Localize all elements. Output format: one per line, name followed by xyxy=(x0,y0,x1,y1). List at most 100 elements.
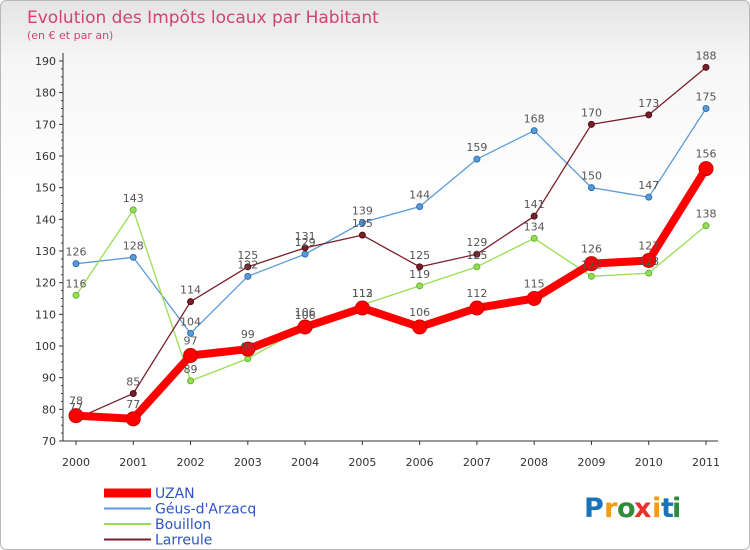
data-point xyxy=(702,105,710,112)
y-tick-label: 150 xyxy=(35,182,56,195)
y-tick-label: 170 xyxy=(35,118,56,131)
series-1 xyxy=(72,105,710,337)
x-tick-label: 2006 xyxy=(406,456,434,469)
data-label: 150 xyxy=(581,170,602,183)
data-point xyxy=(416,203,424,211)
data-label: 139 xyxy=(352,205,373,218)
chart-subtitle: (en € et par an) xyxy=(27,29,113,42)
data-label: 125 xyxy=(237,249,258,262)
data-point xyxy=(187,329,195,337)
data-label: 106 xyxy=(295,306,316,319)
y-tick-label: 110 xyxy=(35,308,56,321)
x-tick-label: 2002 xyxy=(177,456,205,469)
data-label: 123 xyxy=(638,255,659,268)
data-point xyxy=(129,253,137,261)
data-label: 159 xyxy=(466,141,487,154)
data-point xyxy=(297,319,313,335)
x-tick-label: 2011 xyxy=(692,456,720,469)
data-labels-layer: 126 128 104 122 129 139 144 159 168 150 147 175 116 1… xyxy=(66,49,717,414)
data-label: 128 xyxy=(123,239,144,252)
x-tick-label: 2008 xyxy=(520,456,548,469)
data-label: 113 xyxy=(352,287,373,300)
data-point xyxy=(301,244,309,252)
data-point xyxy=(641,253,657,268)
brand-letter: x xyxy=(634,493,651,524)
y-tick-label: 130 xyxy=(35,245,56,258)
data-label: 143 xyxy=(123,192,144,205)
data-point xyxy=(416,263,424,271)
data-label: 156 xyxy=(696,148,717,161)
data-label: 114 xyxy=(180,284,201,297)
data-label: 104 xyxy=(180,315,201,328)
data-label: 96 xyxy=(241,341,255,354)
data-label: 112 xyxy=(352,287,373,300)
y-tick-label: 140 xyxy=(35,213,56,226)
data-point xyxy=(244,272,252,280)
data-point xyxy=(72,291,80,299)
brand-letter: i xyxy=(672,493,681,524)
data-label: 168 xyxy=(524,113,545,126)
series-2 xyxy=(72,206,710,385)
x-tick-label: 2001 xyxy=(119,456,147,469)
data-label: 115 xyxy=(524,278,545,291)
series-line xyxy=(72,164,710,423)
data-label: 106 xyxy=(409,306,430,319)
brand-letter: o xyxy=(617,493,636,524)
x-tick-label: 2004 xyxy=(291,456,319,469)
data-point xyxy=(244,263,252,271)
data-point xyxy=(72,260,80,268)
y-tick-label: 80 xyxy=(42,403,56,416)
data-point xyxy=(587,184,595,192)
data-label: 131 xyxy=(295,230,316,243)
y-tick-label: 120 xyxy=(35,277,56,290)
data-point xyxy=(530,234,538,242)
series-line xyxy=(75,107,707,334)
data-label: 89 xyxy=(184,363,198,376)
data-point xyxy=(645,193,653,201)
x-tick-label: 2010 xyxy=(635,456,663,469)
data-label: 135 xyxy=(352,217,373,230)
brand-letter: i xyxy=(652,493,661,524)
data-point xyxy=(358,231,366,239)
data-label: 188 xyxy=(696,49,717,62)
chart-title: Evolution des Impôts locaux par Habitant xyxy=(27,8,379,28)
data-point xyxy=(473,263,481,271)
brand-letter: P xyxy=(584,493,604,524)
data-point xyxy=(469,300,485,316)
data-label: 144 xyxy=(409,189,430,202)
data-point xyxy=(129,206,137,214)
data-point xyxy=(530,212,538,220)
data-point xyxy=(526,291,542,306)
legend-label: Bouillon xyxy=(155,517,211,533)
data-point xyxy=(354,300,370,316)
data-point xyxy=(583,256,599,272)
x-tick-label: 2003 xyxy=(234,456,262,469)
data-label: 116 xyxy=(66,277,87,290)
data-label: 147 xyxy=(638,179,659,192)
data-label: 129 xyxy=(466,236,487,249)
y-tick-label: 180 xyxy=(35,87,56,100)
brand-letter: r xyxy=(604,493,618,524)
data-label: 99 xyxy=(241,328,255,341)
axes: 70 80 90 100 110 120 130 140 150 160 170 180 190 2000… xyxy=(35,53,720,469)
data-label: 170 xyxy=(581,106,602,119)
data-label: 122 xyxy=(581,258,602,271)
data-point xyxy=(240,341,256,357)
data-label: 175 xyxy=(696,91,717,104)
y-tick-label: 190 xyxy=(35,55,56,68)
data-point xyxy=(473,250,481,258)
series-3 xyxy=(72,63,710,423)
data-point xyxy=(416,282,424,290)
x-tick-label: 2009 xyxy=(577,456,605,469)
legend-label: Géus-d'Arzacq xyxy=(155,502,256,518)
data-point xyxy=(183,348,199,363)
data-label: 129 xyxy=(295,236,316,249)
data-point xyxy=(702,222,710,230)
series-line xyxy=(75,209,707,382)
data-label: 138 xyxy=(696,208,717,221)
y-tick-label: 160 xyxy=(35,150,56,163)
series-0 xyxy=(68,161,714,427)
